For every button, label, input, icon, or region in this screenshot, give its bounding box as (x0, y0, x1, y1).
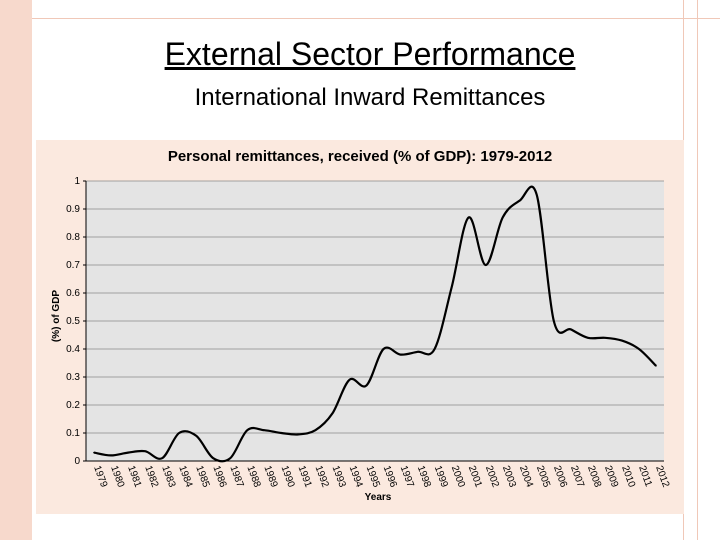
data-point (399, 353, 402, 356)
data-point (638, 348, 640, 350)
x-tick-label: 1996 (381, 464, 399, 489)
data-point (501, 216, 504, 219)
x-tick-label: 1982 (142, 464, 160, 489)
x-tick-label: 2008 (585, 464, 603, 489)
data-point (604, 337, 606, 339)
x-tick-label: 1981 (125, 464, 143, 489)
x-tick-label: 1984 (176, 464, 194, 489)
data-point (450, 286, 453, 289)
data-point (297, 433, 300, 436)
y-axis-label: (%) of GDP (51, 290, 62, 343)
data-points (93, 194, 657, 460)
y-tick-label: 0 (74, 456, 80, 467)
data-point (416, 351, 419, 353)
x-tick-label: 1992 (313, 464, 331, 489)
data-point (484, 264, 487, 266)
data-point (93, 451, 95, 454)
data-point (314, 429, 317, 432)
data-point (161, 457, 163, 460)
gridlines (83, 180, 664, 462)
slide-top-rule (32, 18, 720, 19)
y-tick-label: 0.8 (66, 232, 80, 243)
data-point (570, 328, 572, 331)
x-tick-label: 2001 (466, 464, 484, 489)
data-point (348, 379, 351, 381)
x-tick-label: 2002 (483, 464, 501, 489)
x-tick-label: 1991 (296, 464, 314, 489)
x-tick-label: 1993 (330, 464, 348, 489)
x-tick-label: 2004 (517, 464, 535, 489)
y-tick-label: 0.7 (66, 260, 80, 271)
y-tick-label: 0.9 (66, 204, 80, 215)
x-tick-label: 1999 (432, 464, 450, 489)
x-tick-label: 1988 (244, 464, 262, 489)
data-point (144, 450, 146, 453)
x-tick-label: 2005 (534, 464, 552, 489)
x-tick-label: 2006 (551, 464, 569, 489)
data-point (280, 432, 283, 434)
x-tick-label: 1989 (261, 464, 279, 489)
data-point (518, 199, 521, 202)
data-point (229, 457, 232, 460)
x-tick-label: 1994 (347, 464, 365, 489)
x-tick-label: 2009 (602, 464, 620, 489)
x-tick-label: 1998 (415, 464, 433, 489)
x-tick-label: 1995 (364, 464, 382, 489)
x-tick-labels: 1979 1980 1981 1982 1983 1984 1985 1986 1987 1988… (91, 464, 671, 489)
data-point (587, 337, 589, 339)
chart-title: Personal remittances, received (% of GDP… (167, 148, 553, 165)
slide-title: External Sector Performance (164, 36, 576, 72)
x-tick-label: 1990 (279, 464, 297, 489)
series-line (93, 185, 657, 463)
x-axis-label: Years (365, 492, 392, 503)
x-tick-label: 2007 (568, 464, 586, 489)
y-tick-label: 0.3 (66, 372, 80, 383)
slide-right-rule-outer (697, 0, 698, 540)
data-point (433, 348, 436, 350)
y-tick-labels: 0 0.1 0.2 0.3 0.4 0.5 0.6 0.7 0.8 0.9 1 (66, 176, 80, 467)
data-point (195, 435, 197, 437)
data-point (127, 451, 129, 454)
x-tick-label: 2000 (449, 464, 467, 489)
x-tick-label: 1986 (210, 464, 228, 489)
x-tick-label: 1985 (193, 464, 211, 489)
x-tick-label: 2010 (619, 464, 637, 489)
slide-subtitle: International Inward Remittances (194, 84, 546, 111)
data-point (621, 339, 623, 342)
x-tick-label: 1987 (227, 464, 245, 489)
slide-left-border (0, 0, 32, 540)
data-point (110, 454, 112, 457)
data-point (331, 412, 334, 415)
x-tick-label: 1997 (398, 464, 416, 489)
data-point (535, 194, 538, 196)
y-tick-label: 0.6 (66, 288, 80, 299)
data-point (178, 432, 180, 434)
data-point (246, 429, 249, 432)
data-point (382, 348, 385, 350)
y-tick-label: 0.4 (66, 344, 80, 355)
data-point (365, 384, 368, 387)
x-tick-label: 1980 (108, 464, 126, 489)
data-point (655, 365, 657, 367)
y-tick-label: 0.1 (66, 428, 80, 439)
y-tick-label: 1 (74, 176, 80, 187)
y-tick-label: 0.5 (66, 316, 80, 327)
y-tick-label: 0.2 (66, 400, 80, 411)
x-tick-label: 2012 (653, 464, 671, 489)
data-point (467, 216, 470, 219)
x-tick-label: 2003 (500, 464, 518, 489)
x-tick-label: 1983 (159, 464, 177, 489)
data-point (553, 320, 555, 322)
data-point (212, 457, 215, 460)
x-tick-label: 1979 (91, 464, 109, 489)
data-point (263, 429, 266, 432)
x-tick-label: 2011 (636, 464, 654, 488)
